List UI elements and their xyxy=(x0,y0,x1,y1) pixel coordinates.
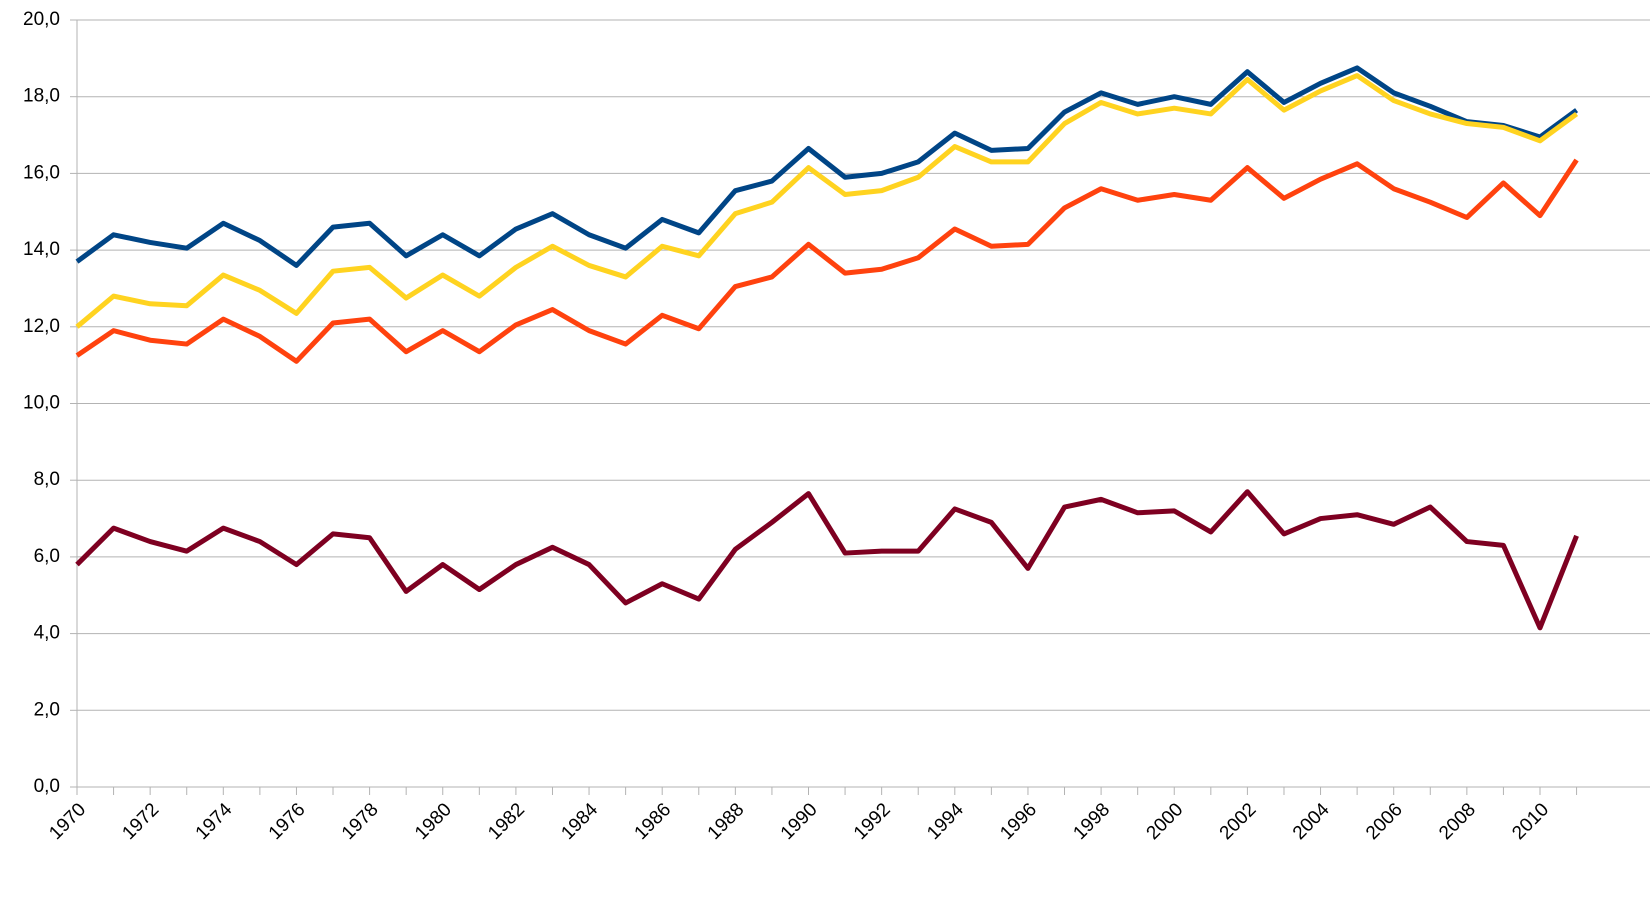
x-tick-label: 1980 xyxy=(411,799,456,844)
x-tick-label: 2002 xyxy=(1216,799,1261,844)
x-tick-label: 1978 xyxy=(338,799,383,844)
x-tick-label: 2000 xyxy=(1143,799,1188,844)
x-tick-label: 1982 xyxy=(484,799,529,844)
x-tick-label: 1984 xyxy=(557,799,602,844)
y-tick-label: 12,0 xyxy=(23,316,60,337)
series-line xyxy=(75,65,1579,268)
x-tick-label: 1996 xyxy=(996,799,1041,844)
x-tick-label: 1990 xyxy=(777,799,822,844)
y-tick-label: 6,0 xyxy=(34,546,60,567)
x-tick-label: 1994 xyxy=(923,799,968,844)
y-tick-label: 8,0 xyxy=(34,469,60,490)
x-tick-label: 2008 xyxy=(1435,799,1480,844)
x-tick-label: 1988 xyxy=(704,799,749,844)
x-tick-label: 1970 xyxy=(45,799,90,844)
x-tick-label: 1998 xyxy=(1069,799,1114,844)
x-tick-label: 2010 xyxy=(1508,799,1553,844)
series-line xyxy=(75,73,1579,329)
x-tick-label: 2004 xyxy=(1289,799,1334,844)
y-tick-label: 2,0 xyxy=(34,699,60,720)
y-tick-label: 18,0 xyxy=(23,86,60,107)
series-line xyxy=(75,489,1579,631)
x-tick-label: 2006 xyxy=(1362,799,1407,844)
y-tick-label: 14,0 xyxy=(23,239,60,260)
x-tick-label: 1974 xyxy=(192,799,237,844)
x-tick-label: 1976 xyxy=(265,799,310,844)
y-tick-label: 20,0 xyxy=(23,9,60,30)
y-tick-label: 4,0 xyxy=(34,623,60,644)
x-tick-label: 1992 xyxy=(850,799,895,844)
y-tick-label: 16,0 xyxy=(23,162,60,183)
x-tick-label: 1972 xyxy=(118,799,163,844)
y-tick-label: 10,0 xyxy=(23,393,60,414)
y-tick-label: 0,0 xyxy=(34,776,60,797)
series-line xyxy=(75,158,1579,364)
x-tick-label: 1986 xyxy=(631,799,676,844)
